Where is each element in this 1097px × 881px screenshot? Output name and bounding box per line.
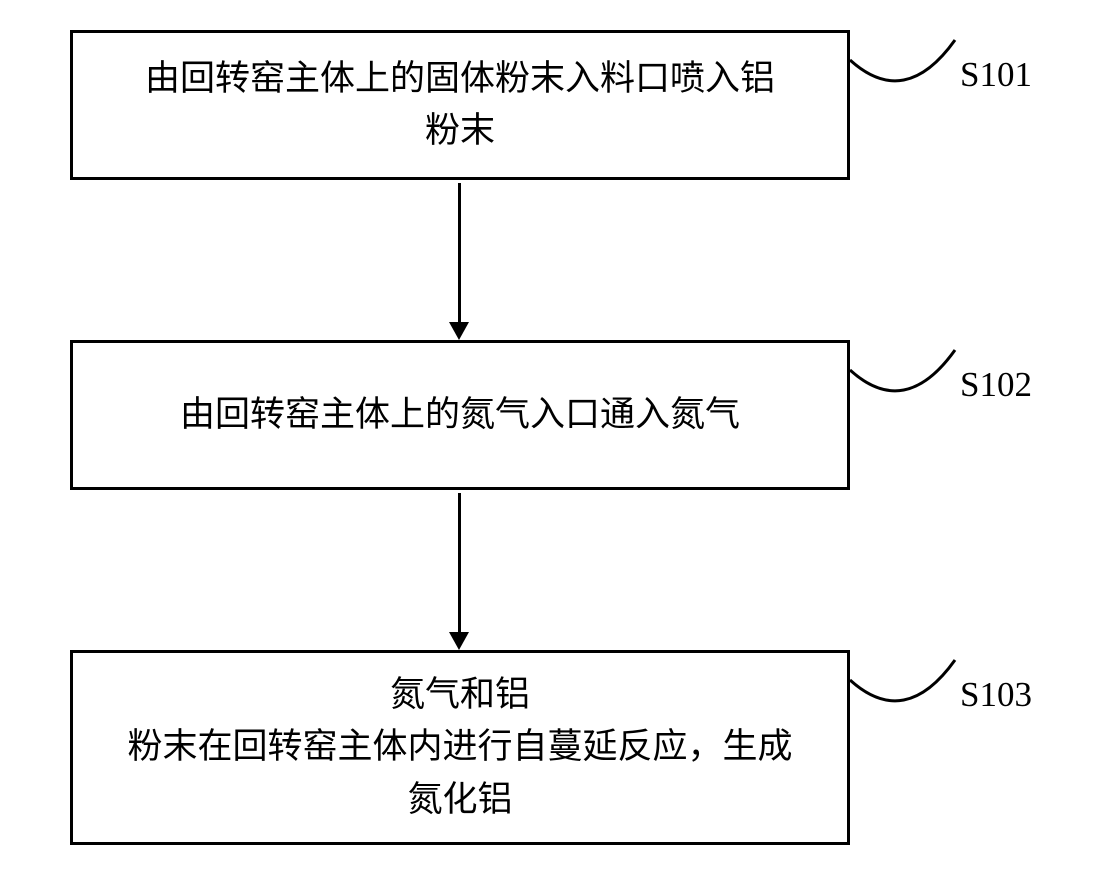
step-label-s103: S103 [960, 675, 1032, 715]
label-curve-s103 [850, 650, 960, 710]
flowchart-container: 由回转窑主体上的固体粉末入料口喷入铝 粉末 S101 由回转窑主体上的氮气入口通… [0, 0, 1097, 881]
label-curve-s102 [850, 340, 960, 400]
step-box-s102: 由回转窑主体上的氮气入口通入氮气 [70, 340, 850, 490]
arrow-head-1 [449, 322, 469, 340]
connector-line-1 [458, 183, 461, 322]
step-box-s103: 氮气和铝 粉末在回转窑主体内进行自蔓延反应，生成 氮化铝 [70, 650, 850, 845]
step-label-s101: S101 [960, 55, 1032, 95]
arrow-head-2 [449, 632, 469, 650]
step-box-s101: 由回转窑主体上的固体粉末入料口喷入铝 粉末 [70, 30, 850, 180]
step-text-s103: 氮气和铝 粉末在回转窑主体内进行自蔓延反应，生成 氮化铝 [127, 669, 792, 827]
connector-line-2 [458, 493, 461, 632]
label-curve-s101 [850, 30, 960, 90]
step-label-s102: S102 [960, 365, 1032, 405]
step-text-s101: 由回转窑主体上的固体粉末入料口喷入铝 粉末 [145, 53, 775, 158]
step-text-s102: 由回转窑主体上的氮气入口通入氮气 [180, 389, 740, 442]
